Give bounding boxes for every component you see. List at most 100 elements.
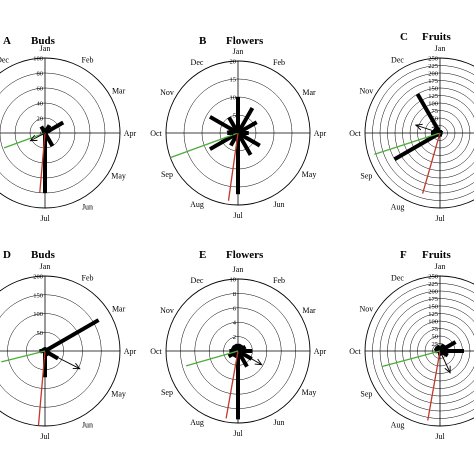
panel-letter: C	[400, 31, 408, 43]
mean-vector-arrowhead	[29, 134, 38, 142]
month-label-jan: Jan	[40, 44, 51, 53]
bar-may	[237, 131, 261, 148]
radial-tick-label: 75	[432, 326, 439, 333]
month-label-dec: Dec	[191, 58, 204, 67]
radial-tick-label: 125	[428, 93, 438, 100]
month-label-jul: Jul	[40, 214, 50, 223]
radial-tick-label: 175	[428, 296, 438, 303]
mean-vector-arrowhead	[414, 123, 423, 131]
month-label-feb: Feb	[273, 58, 285, 67]
bar-nov	[208, 115, 239, 135]
bar-sep	[208, 131, 239, 151]
bar-dec	[435, 344, 442, 352]
mean-vector-arrowhead	[72, 362, 81, 370]
month-label-feb: Feb	[82, 273, 94, 282]
month-label-aug: Aug	[190, 418, 204, 427]
month-label-dec: Dec	[191, 276, 204, 285]
panel-letter: D	[3, 249, 11, 261]
radial-tick-label: 200	[428, 71, 438, 78]
month-label-jul: Jul	[40, 432, 50, 441]
bar-feb	[236, 107, 255, 134]
bar-dec	[415, 93, 442, 134]
mean-vector-arrowhead	[226, 128, 235, 136]
panel-letter: E	[199, 249, 206, 261]
panel-letter: F	[400, 249, 407, 261]
mean-vector-arrow	[30, 132, 46, 142]
radial-tick-label: 15	[230, 77, 237, 84]
panel-b: 05101520JanFebMarAprMayJunJulAugSepOctNo…	[150, 35, 326, 220]
month-label-jun: Jun	[273, 418, 284, 427]
month-label-sep: Sep	[360, 390, 372, 399]
month-label-jul: Jul	[435, 214, 445, 223]
radial-tick-label: 40	[37, 101, 44, 108]
panel-title: Flowers	[226, 249, 264, 261]
radial-tick-label: 4	[233, 320, 237, 327]
month-label-jun: Jun	[273, 200, 284, 209]
mean-vector-arrow	[227, 130, 239, 134]
radial-tick-label: 50	[37, 330, 44, 337]
month-label-jun: Jun	[82, 203, 93, 212]
panel-d: 050100150200JanFebMarAprMayJunJulDBuds	[0, 249, 137, 441]
green-reference-line	[3, 132, 46, 149]
month-label-feb: Feb	[273, 276, 285, 285]
radial-tick-label: 25	[432, 341, 439, 348]
month-label-aug: Aug	[190, 200, 204, 209]
radial-tick-label: 5	[233, 113, 236, 120]
panel-title: Flowers	[226, 35, 264, 47]
bar-sep	[393, 131, 441, 161]
panel-letter: B	[199, 35, 207, 47]
month-label-dec: Dec	[0, 55, 9, 64]
month-label-may: May	[302, 170, 317, 179]
radial-tick-label: 175	[428, 78, 438, 85]
panel-f: 0255075100125150175200225250JanFebMarApr…	[349, 249, 474, 441]
radial-tick-label: 100	[428, 101, 438, 108]
month-label-nov: Nov	[359, 87, 373, 96]
radial-tick-label: 100	[33, 56, 43, 63]
radial-tick-label: 2	[233, 334, 236, 341]
month-label-nov: Nov	[359, 305, 373, 314]
radial-tick-label: 8	[233, 291, 236, 298]
green-reference-line	[1, 350, 46, 363]
month-label-oct: Oct	[349, 347, 361, 356]
month-label-may: May	[111, 172, 126, 181]
mean-vector-arrowhead	[254, 358, 263, 366]
month-label-apr: Apr	[124, 347, 137, 356]
radial-tick-label: 225	[428, 63, 438, 70]
month-label-jul: Jul	[233, 211, 243, 220]
bar-jun	[236, 131, 253, 156]
radial-tick-label: 60	[37, 86, 44, 93]
month-label-jul: Jul	[435, 432, 445, 441]
radial-tick-label: 150	[428, 86, 438, 93]
radial-tick-label: 75	[432, 108, 439, 115]
month-label-jun: Jun	[82, 421, 93, 430]
month-label-dec: Dec	[391, 273, 404, 282]
radial-tick-label: 80	[37, 71, 44, 78]
green-reference-line	[374, 132, 441, 155]
green-reference-line	[381, 350, 441, 368]
month-label-may: May	[302, 388, 317, 397]
radial-tick-label: 10	[230, 95, 237, 102]
month-label-mar: Mar	[112, 305, 126, 314]
bar-dec	[227, 116, 240, 135]
green-reference-line	[185, 350, 239, 367]
bar-dec	[39, 125, 47, 134]
radial-tick-label: 250	[428, 274, 438, 281]
panel-a: 020406080100JanFebMarAprMayJunJulDecABud…	[0, 35, 137, 223]
month-label-apr: Apr	[314, 129, 327, 138]
month-label-mar: Mar	[302, 306, 316, 315]
radial-tick-label: 150	[33, 292, 43, 299]
radial-tick-label: 20	[230, 59, 237, 66]
month-label-apr: Apr	[314, 347, 327, 356]
month-label-mar: Mar	[302, 88, 316, 97]
radial-tick-label: 200	[33, 274, 43, 281]
month-label-apr: Apr	[124, 129, 137, 138]
mean-vector-arrow	[439, 350, 451, 373]
red-reference-line	[37, 350, 46, 426]
month-label-oct: Oct	[150, 129, 162, 138]
radial-tick-label: 125	[428, 311, 438, 318]
month-label-aug: Aug	[391, 203, 405, 212]
radial-tick-label: 6	[233, 305, 237, 312]
panel-c: 0255075100125150175200225250JanFebMarApr…	[349, 31, 474, 223]
radial-tick-label: 200	[428, 289, 438, 296]
panel-title: Fruits	[422, 249, 451, 261]
